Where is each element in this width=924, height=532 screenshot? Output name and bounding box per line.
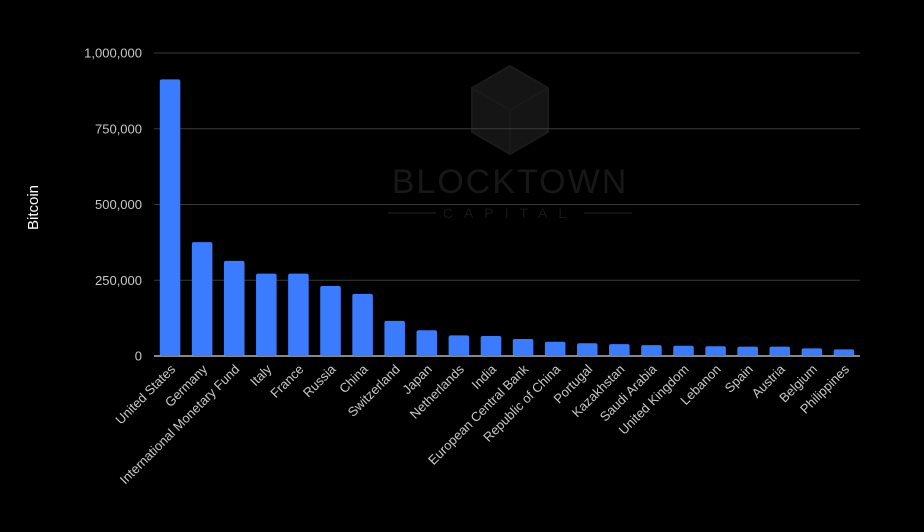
y-axis: 0 250,000 500,000 750,000 1,000,000 bbox=[84, 46, 142, 364]
bar bbox=[576, 343, 598, 356]
blocktown-logo-icon bbox=[471, 64, 549, 156]
x-tick-label: Russia bbox=[300, 361, 339, 400]
y-tick-label: 500,000 bbox=[95, 197, 142, 212]
bar bbox=[833, 349, 855, 356]
bar bbox=[384, 320, 405, 356]
bar bbox=[544, 341, 566, 356]
bar bbox=[801, 348, 823, 356]
watermark: BLOCKTOWN CAPITAL bbox=[388, 64, 632, 221]
bar bbox=[673, 345, 694, 356]
y-tick-label: 750,000 bbox=[95, 121, 142, 136]
watermark-sub: CAPITAL bbox=[443, 205, 577, 221]
bar bbox=[288, 273, 309, 356]
bar bbox=[737, 346, 758, 356]
bar bbox=[223, 260, 245, 356]
bar bbox=[256, 273, 277, 356]
bar bbox=[416, 330, 438, 356]
bar bbox=[320, 286, 341, 356]
x-tick-label: Italy bbox=[247, 361, 275, 389]
bar bbox=[609, 344, 630, 356]
bar bbox=[352, 293, 373, 356]
x-tick-label: France bbox=[267, 362, 306, 401]
bar bbox=[705, 346, 726, 356]
bar bbox=[480, 336, 502, 356]
y-axis-label: Bitcoin bbox=[25, 185, 42, 230]
y-tick-label: 250,000 bbox=[95, 273, 142, 288]
bars bbox=[159, 79, 855, 357]
bar bbox=[191, 242, 213, 356]
bar bbox=[159, 79, 181, 357]
bar bbox=[769, 346, 791, 356]
y-tick-label: 1,000,000 bbox=[84, 46, 142, 61]
bar bbox=[641, 345, 662, 356]
bar bbox=[448, 335, 470, 356]
watermark-name: BLOCKTOWN bbox=[392, 163, 629, 201]
y-tick-label: 0 bbox=[135, 349, 142, 364]
bar bbox=[512, 339, 534, 356]
